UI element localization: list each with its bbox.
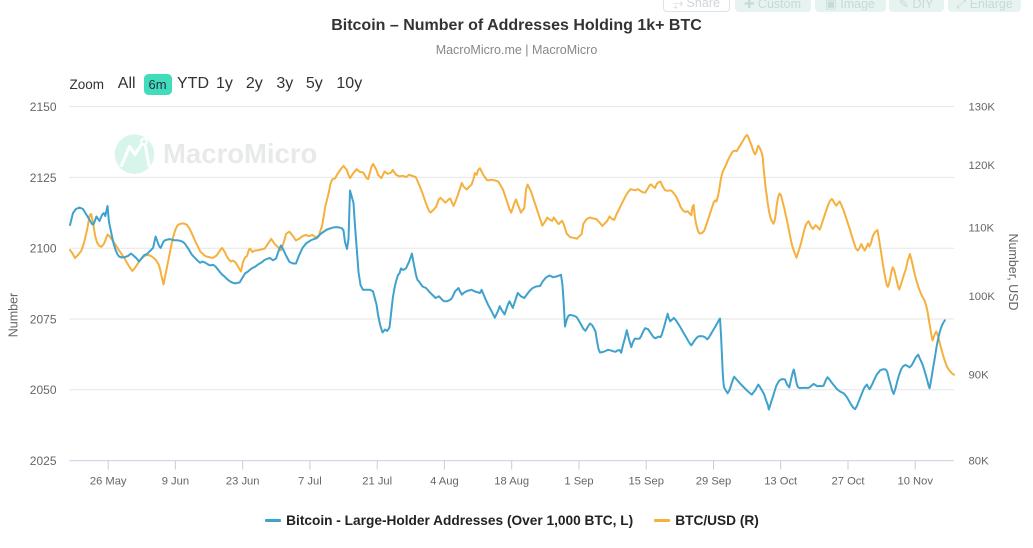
- svg-text:1 Sep: 1 Sep: [564, 476, 593, 488]
- svg-text:21 Jul: 21 Jul: [362, 476, 392, 488]
- svg-text:13 Oct: 13 Oct: [764, 476, 798, 488]
- svg-text:18 Aug: 18 Aug: [494, 476, 529, 488]
- svg-text:100K: 100K: [969, 291, 996, 303]
- svg-text:Number, USD: Number, USD: [1006, 233, 1020, 310]
- svg-text:130K: 130K: [969, 102, 996, 114]
- svg-text:10 Nov: 10 Nov: [897, 476, 933, 488]
- svg-text:2100: 2100: [30, 242, 57, 256]
- svg-text:2150: 2150: [30, 100, 57, 114]
- svg-text:110K: 110K: [969, 223, 995, 235]
- svg-text:Number: Number: [7, 293, 21, 337]
- svg-text:2075: 2075: [30, 312, 57, 326]
- svg-text:7 Jul: 7 Jul: [298, 476, 322, 488]
- svg-text:15 Sep: 15 Sep: [628, 476, 663, 488]
- svg-text:2025: 2025: [30, 454, 57, 468]
- svg-text:120K: 120K: [969, 160, 996, 172]
- svg-text:MacroMicro: MacroMicro: [163, 138, 317, 169]
- svg-text:2050: 2050: [30, 383, 57, 397]
- svg-text:27 Oct: 27 Oct: [832, 476, 866, 488]
- svg-text:80K: 80K: [969, 456, 990, 468]
- svg-text:26 May: 26 May: [90, 476, 127, 488]
- svg-text:9 Jun: 9 Jun: [162, 476, 189, 488]
- svg-text:90K: 90K: [969, 370, 990, 382]
- svg-text:4 Aug: 4 Aug: [430, 476, 459, 488]
- svg-text:29 Sep: 29 Sep: [696, 476, 731, 488]
- svg-text:23 Jun: 23 Jun: [226, 476, 260, 488]
- svg-text:2125: 2125: [30, 171, 57, 185]
